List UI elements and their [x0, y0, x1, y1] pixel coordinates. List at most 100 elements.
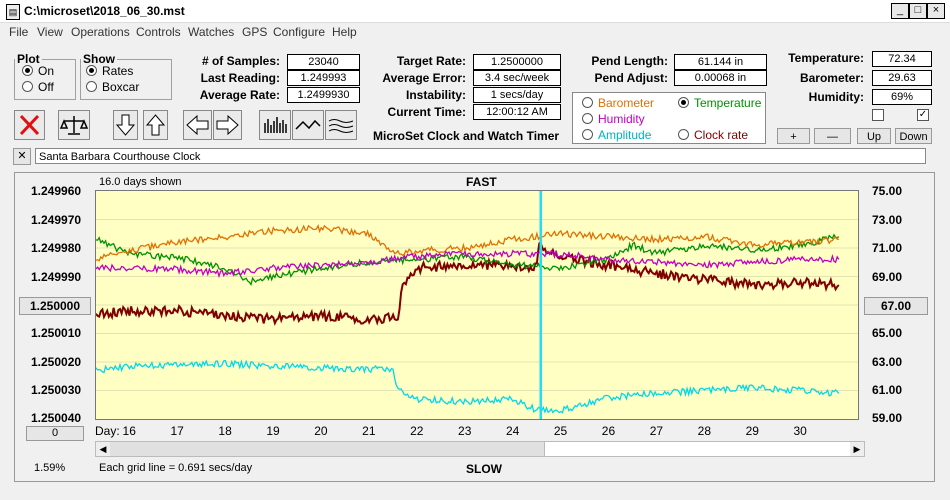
scale-minus-button[interactable]: —	[814, 128, 851, 144]
target-rate-label: Target Rate:	[396, 54, 466, 68]
y-left-tick: 1.249970	[31, 213, 82, 227]
show-group-legend: Show	[83, 52, 115, 66]
horizontal-scrollbar[interactable]: ◀ ▶	[95, 441, 865, 457]
smooth-view-button[interactable]	[325, 110, 357, 140]
x-tick-label: 16	[122, 424, 136, 438]
y-left-tick: 1.249980	[31, 241, 82, 255]
menu-gps[interactable]: GPS	[242, 25, 268, 39]
pend-adjust-value: 0.00068 in	[674, 70, 767, 86]
bar-view-button[interactable]	[259, 110, 291, 140]
calibrate-button[interactable]	[58, 110, 90, 140]
overlay-clock-rate-radio[interactable]: Clock rate	[678, 128, 748, 142]
maximize-button[interactable]: □	[909, 3, 927, 19]
plot-group-legend: Plot	[17, 52, 40, 66]
left-center-button[interactable]: 1.250000	[19, 297, 91, 315]
chart-frame	[14, 172, 935, 482]
show-rates-radio[interactable]: Rates	[86, 64, 133, 78]
x-tick-label: 21	[362, 424, 376, 438]
samples-value: 23040	[287, 54, 360, 70]
scroll-down-button[interactable]	[113, 110, 138, 140]
series-line-barometer	[95, 224, 839, 262]
series-line-amplitude	[95, 359, 840, 414]
x-tick-label: 29	[745, 424, 759, 438]
menu-view[interactable]: View	[37, 25, 63, 39]
scrollbar-thumb[interactable]	[544, 442, 851, 456]
right-arrow-icon	[216, 114, 239, 136]
menu-controls[interactable]: Controls	[136, 25, 181, 39]
pend-length-label: Pend Length:	[591, 54, 668, 68]
radio-selected-icon	[22, 65, 33, 76]
radio-selected-icon	[678, 97, 689, 108]
y-left-tick: 1.250020	[31, 355, 82, 369]
bars-icon	[264, 117, 287, 133]
left-bottom-button[interactable]: 0	[26, 426, 84, 441]
scroll-right-button[interactable]	[213, 110, 242, 140]
day-label: Day:	[95, 424, 120, 438]
plot-on-radio[interactable]: On	[22, 64, 54, 78]
percent-label: 1.59%	[34, 462, 66, 474]
y-right-tick: 75.00	[872, 184, 903, 198]
x-tick-label: 25	[553, 424, 568, 438]
current-time-value: 12:00:12 AM	[473, 104, 561, 120]
menu-bar: File View Operations Controls Watches GP…	[0, 23, 950, 41]
menu-operations[interactable]: Operations	[71, 25, 130, 39]
radio-icon	[582, 113, 593, 124]
average-error-label: Average Error:	[382, 71, 466, 85]
right-center-button[interactable]: 67.00	[864, 297, 928, 315]
menu-file[interactable]: File	[9, 25, 29, 39]
clear-data-button[interactable]	[14, 110, 45, 140]
series-line-clock-rate	[95, 240, 840, 327]
chart-svg	[95, 191, 858, 419]
clear-name-button[interactable]: ✕	[13, 148, 31, 165]
instability-label: Instability:	[405, 88, 466, 102]
x-tick-label: 23	[458, 424, 472, 438]
show-group: Show	[80, 52, 172, 100]
window-title: C:\microset\2018_06_30.mst	[24, 4, 185, 18]
clock-name-field[interactable]: Santa Barbara Courthouse Clock	[35, 148, 926, 164]
scale-plus-button[interactable]: +	[777, 128, 810, 144]
menu-help[interactable]: Help	[332, 25, 357, 39]
y-right-tick: 69.00	[872, 270, 903, 284]
overlay-barometer-radio[interactable]: Barometer	[582, 96, 654, 110]
close-button[interactable]: ×	[927, 3, 945, 19]
plot-area[interactable]	[95, 190, 859, 420]
overlay-temperature-radio[interactable]: Temperature	[678, 96, 761, 110]
overlay-humidity-radio[interactable]: Humidity	[582, 112, 645, 126]
option-checkbox[interactable]	[872, 109, 884, 121]
menu-configure[interactable]: Configure	[273, 25, 326, 39]
overlay-amplitude-radio[interactable]: Amplitude	[582, 128, 651, 142]
overlay-selector	[572, 92, 766, 144]
line-view-button[interactable]	[292, 110, 324, 140]
show-boxcar-radio[interactable]: Boxcar	[86, 80, 139, 94]
up-arrow-icon	[145, 114, 166, 136]
y-right-tick: 59.00	[872, 411, 903, 425]
line-graph-icon	[295, 119, 321, 130]
scroll-left-arrow-icon[interactable]: ◀	[96, 442, 110, 456]
x-tick-label: 28	[697, 424, 711, 438]
y-left-tick: 1.250040	[31, 411, 82, 425]
scroll-left-button[interactable]	[183, 110, 212, 140]
radio-icon	[678, 129, 689, 140]
scale-up-button[interactable]: Up	[857, 128, 891, 144]
y-right-tick: 71.00	[872, 241, 903, 255]
left-arrow-icon	[186, 114, 209, 136]
y-right-tick: 73.00	[872, 213, 903, 227]
grid-note: Each grid line = 0.691 secs/day	[99, 462, 253, 474]
scroll-up-button[interactable]	[143, 110, 168, 140]
fast-label: FAST	[466, 175, 497, 189]
average-error-value: 3.4 sec/week	[473, 70, 561, 86]
app-icon: ▤	[6, 4, 20, 20]
x-tick-label: 19	[266, 424, 280, 438]
average-rate-value: 1.2499930	[287, 87, 360, 103]
target-rate-value: 1.2500000	[473, 54, 561, 70]
scroll-right-arrow-icon[interactable]: ▶	[850, 442, 864, 456]
plot-off-radio[interactable]: Off	[22, 80, 54, 94]
minimize-button[interactable]: _	[891, 3, 909, 19]
menu-watches[interactable]: Watches	[188, 25, 235, 39]
option-checkbox-checked[interactable]: ✓	[917, 109, 929, 121]
scale-down-button[interactable]: Down	[895, 128, 932, 144]
humidity-label: Humidity:	[808, 90, 864, 104]
days-shown-label: 16.0 days shown	[99, 176, 182, 188]
pend-length-value: 61.144 in	[674, 54, 767, 70]
samples-label: # of Samples:	[201, 54, 280, 68]
